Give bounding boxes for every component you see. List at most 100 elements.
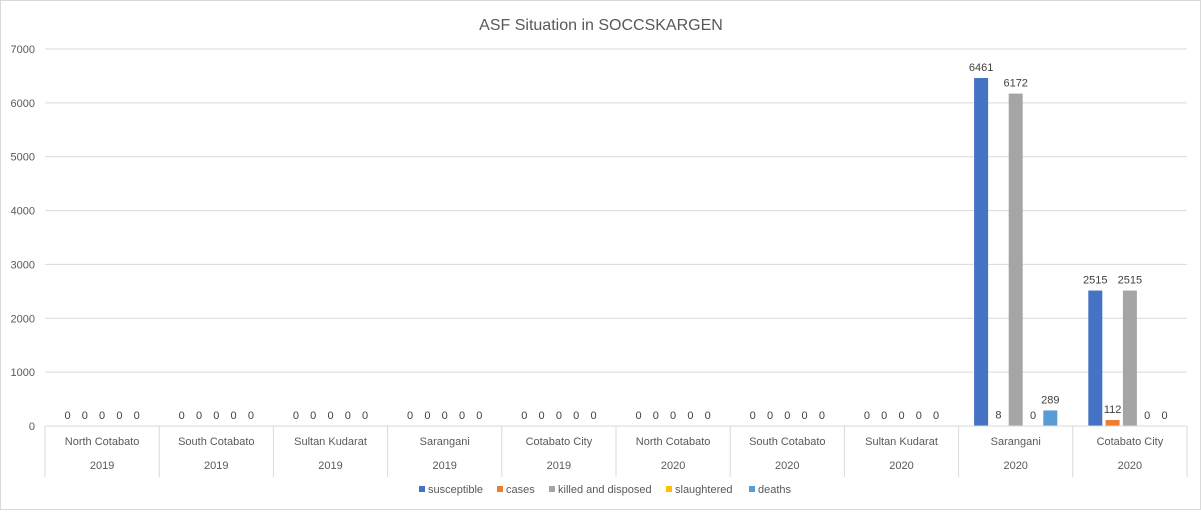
legend-item: deaths: [749, 484, 792, 496]
data-label: 0: [556, 410, 562, 422]
x-tick-label-region: South Cotabato: [749, 436, 825, 448]
bar-killed-and-disposed: [1009, 94, 1023, 426]
data-label: 2515: [1083, 275, 1107, 287]
x-tick-label-year: 2020: [661, 460, 685, 472]
x-tick-label-year: 2019: [547, 460, 571, 472]
bar-susceptible: [1088, 291, 1102, 426]
data-label: 0: [635, 410, 641, 422]
x-tick-label-year: 2019: [204, 460, 228, 472]
chart-title: ASF Situation in SOCCSKARGEN: [479, 17, 723, 34]
legend-swatch: [749, 486, 755, 492]
x-tick-label-year: 2019: [318, 460, 342, 472]
x-tick-label-year: 2020: [1003, 460, 1027, 472]
data-label: 0: [231, 410, 237, 422]
data-label: 289: [1041, 394, 1059, 406]
bar-susceptible: [974, 78, 988, 426]
x-tick-label-region: North Cotabato: [65, 436, 140, 448]
data-label: 0: [881, 410, 887, 422]
legend-swatch: [666, 486, 672, 492]
data-label: 6172: [1003, 78, 1027, 90]
legend: susceptible cases killed and disposed slaug…: [419, 484, 792, 496]
data-label: 0: [573, 410, 579, 422]
x-tick-label-region: Sarangani: [991, 436, 1041, 448]
y-tick-label: 3000: [11, 259, 35, 271]
x-tick-label-region: South Cotabato: [178, 436, 254, 448]
bar-deaths: [1043, 410, 1057, 426]
y-tick-label: 6000: [11, 98, 35, 110]
bar-killed-and-disposed: [1123, 291, 1137, 426]
x-axis: North Cotabato 2019 South Cotabato 2019 Sult…: [45, 426, 1187, 477]
data-label: 0: [362, 410, 368, 422]
legend-label: slaughtered: [675, 484, 733, 496]
data-label: 0: [590, 410, 596, 422]
x-tick-label-year: 2019: [90, 460, 114, 472]
x-tick-label-region: Sultan Kudarat: [294, 436, 367, 448]
data-label: 0: [670, 410, 676, 422]
y-tick-label: 2000: [11, 313, 35, 325]
x-tick-label-year: 2020: [889, 460, 913, 472]
x-tick-label-year: 2020: [775, 460, 799, 472]
data-label: 8: [995, 410, 1001, 422]
legend-swatch: [549, 486, 555, 492]
data-label: 6461: [969, 62, 993, 74]
data-label: 0: [802, 410, 808, 422]
x-tick-label-region: North Cotabato: [636, 436, 711, 448]
data-label: 0: [750, 410, 756, 422]
y-tick-label: 0: [29, 421, 35, 433]
legend-label: cases: [506, 484, 535, 496]
data-label: 0: [293, 410, 299, 422]
data-label: 0: [116, 410, 122, 422]
legend-item: killed and disposed: [549, 484, 652, 496]
x-tick-label-region: Cotabato City: [526, 436, 593, 448]
data-label: 0: [327, 410, 333, 422]
data-label: 0: [539, 410, 545, 422]
data-label: 0: [653, 410, 659, 422]
data-label: 0: [459, 410, 465, 422]
legend-swatch: [419, 486, 425, 492]
bars: [974, 78, 1137, 426]
data-label: 0: [310, 410, 316, 422]
x-tick-label-region: Sultan Kudarat: [865, 436, 938, 448]
data-label: 0: [784, 410, 790, 422]
data-label: 0: [705, 410, 711, 422]
data-label: 0: [767, 410, 773, 422]
data-label: 0: [476, 410, 482, 422]
x-tick-label-year: 2019: [432, 460, 456, 472]
bar-cases: [1106, 420, 1120, 426]
y-tick-label: 5000: [11, 152, 35, 164]
legend-item: cases: [497, 484, 535, 496]
x-tick-label-year: 2020: [1118, 460, 1142, 472]
data-label: 0: [819, 410, 825, 422]
legend-item: susceptible: [419, 484, 483, 496]
data-label: 0: [864, 410, 870, 422]
data-label: 0: [521, 410, 527, 422]
data-label: 0: [933, 410, 939, 422]
legend-item: slaughtered: [666, 484, 733, 496]
data-label: 112: [1104, 404, 1122, 416]
data-label: 0: [179, 410, 185, 422]
data-label: 0: [64, 410, 70, 422]
data-label: 0: [345, 410, 351, 422]
data-label: 0: [1030, 410, 1036, 422]
data-label: 0: [213, 410, 219, 422]
legend-label: killed and disposed: [558, 484, 652, 496]
y-tick-label: 1000: [11, 367, 35, 379]
data-label: 0: [687, 410, 693, 422]
legend-swatch: [497, 486, 503, 492]
data-label: 0: [424, 410, 430, 422]
data-label: 0: [442, 410, 448, 422]
data-label: 0: [898, 410, 904, 422]
data-label: 0: [82, 410, 88, 422]
data-label: 0: [196, 410, 202, 422]
data-label: 0: [1161, 410, 1167, 422]
x-tick-label-region: Cotabato City: [1097, 436, 1164, 448]
data-label: 0: [916, 410, 922, 422]
legend-label: susceptible: [428, 484, 483, 496]
legend-label: deaths: [758, 484, 792, 496]
data-label: 0: [407, 410, 413, 422]
data-label: 0: [248, 410, 254, 422]
